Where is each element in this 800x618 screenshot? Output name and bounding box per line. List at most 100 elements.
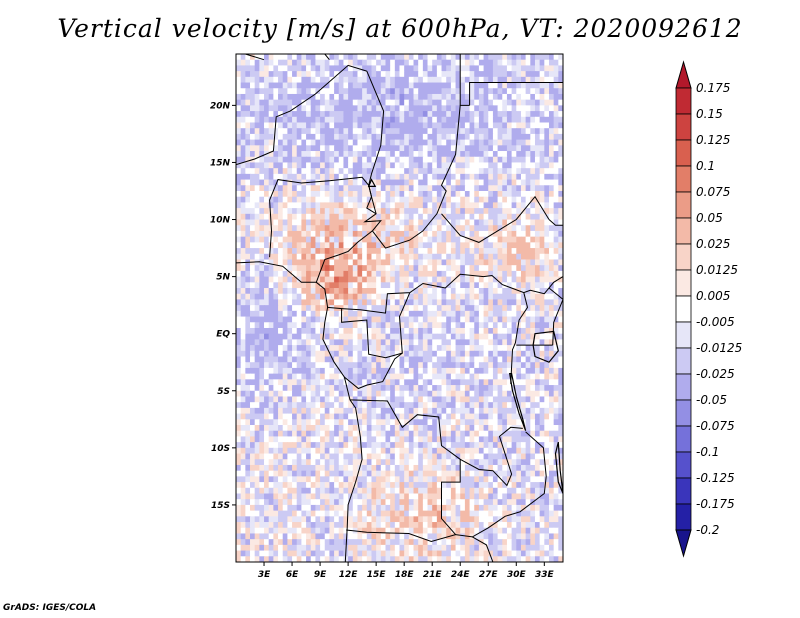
field-cell xyxy=(366,145,373,152)
field-cell xyxy=(488,299,494,306)
field-cell xyxy=(329,447,335,455)
field-cell xyxy=(432,396,438,403)
field-cell xyxy=(413,413,419,420)
field-cell xyxy=(259,76,265,84)
field-cell xyxy=(296,270,302,278)
field-cell xyxy=(315,116,321,124)
field-cell xyxy=(413,248,419,255)
field-cell xyxy=(432,122,438,129)
field-cell xyxy=(296,122,302,129)
field-cell xyxy=(497,128,503,135)
field-cell xyxy=(520,230,527,238)
field-cell xyxy=(385,430,391,438)
field-cell xyxy=(324,396,331,403)
field-cell xyxy=(483,367,489,375)
field-cell xyxy=(525,339,531,346)
field-cell xyxy=(390,196,396,204)
field-cell xyxy=(376,327,382,335)
field-cell xyxy=(236,413,242,420)
field-cell xyxy=(278,430,284,438)
field-cell xyxy=(287,105,293,112)
field-cell xyxy=(278,213,284,221)
field-cell xyxy=(320,168,326,175)
field-cell xyxy=(324,447,331,455)
field-cell xyxy=(418,236,424,243)
field-cell xyxy=(357,111,363,118)
field-cell xyxy=(380,310,387,318)
field-cell xyxy=(488,116,494,124)
field-cell xyxy=(530,76,536,84)
field-cell xyxy=(530,179,536,186)
field-cell xyxy=(478,447,485,455)
field-cell xyxy=(254,333,260,340)
field-cell xyxy=(357,59,363,67)
field-cell xyxy=(278,453,284,460)
field-cell xyxy=(460,276,466,283)
field-cell xyxy=(371,356,377,363)
field-cell xyxy=(371,373,377,380)
field-cell xyxy=(506,196,513,204)
field-cell xyxy=(306,71,312,78)
field-cell xyxy=(320,327,326,335)
field-cell xyxy=(268,385,274,392)
field-cell xyxy=(334,225,340,232)
field-cell xyxy=(315,436,321,443)
field-cell xyxy=(474,453,480,460)
field-cell xyxy=(502,402,508,409)
field-cell xyxy=(296,105,302,112)
field-cell xyxy=(506,65,513,72)
field-cell xyxy=(502,453,508,460)
field-cell xyxy=(488,219,494,226)
field-cell xyxy=(474,345,480,352)
field-cell xyxy=(548,345,555,352)
field-cell xyxy=(548,453,555,460)
field-cell xyxy=(329,299,335,306)
field-cell xyxy=(385,265,391,272)
field-cell xyxy=(338,327,345,335)
field-cell xyxy=(455,276,461,283)
field-cell xyxy=(306,362,312,369)
field-cell xyxy=(278,402,284,409)
field-cell xyxy=(516,190,522,198)
field-cell xyxy=(516,225,522,232)
field-cell xyxy=(506,225,513,232)
field-cell xyxy=(320,442,326,449)
field-cell xyxy=(436,288,443,295)
field-cell xyxy=(404,59,410,67)
field-cell xyxy=(236,248,242,255)
field-cell xyxy=(404,99,410,106)
field-cell xyxy=(338,145,345,152)
field-cell xyxy=(450,190,457,198)
field-cell xyxy=(329,305,335,312)
field-cell xyxy=(427,402,433,409)
field-cell xyxy=(544,305,550,312)
field-cell xyxy=(553,407,559,415)
field-cell xyxy=(264,442,270,449)
field-cell xyxy=(268,396,274,403)
field-cell xyxy=(278,288,284,295)
field-cell xyxy=(404,236,410,243)
field-cell xyxy=(520,396,527,403)
field-cell xyxy=(455,419,461,426)
field-cell xyxy=(366,82,373,89)
field-cell xyxy=(324,442,331,449)
field-cell xyxy=(371,339,377,346)
field-cell xyxy=(268,367,274,375)
field-cell xyxy=(240,71,246,78)
field-cell xyxy=(343,367,349,375)
field-cell xyxy=(539,208,545,215)
field-cell xyxy=(287,425,293,432)
field-cell xyxy=(385,225,391,232)
field-cell xyxy=(385,253,391,261)
field-cell xyxy=(376,213,382,221)
field-cell xyxy=(530,105,536,112)
field-cell xyxy=(250,145,256,152)
field-cell xyxy=(380,88,387,95)
field-cell xyxy=(357,156,363,164)
field-cell xyxy=(296,162,302,169)
field-cell xyxy=(492,367,499,375)
field-cell xyxy=(394,236,401,243)
field-cell xyxy=(240,436,246,443)
field-cell xyxy=(278,76,284,84)
field-cell xyxy=(525,111,531,118)
